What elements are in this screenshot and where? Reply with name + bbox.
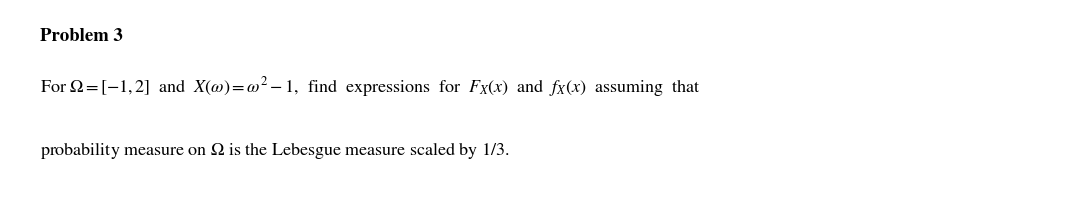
Text: Problem 3: Problem 3: [40, 28, 123, 45]
Text: probability measure on $\Omega$ is the Lebesgue measure scaled by $1/3$.: probability measure on $\Omega$ is the L…: [40, 140, 510, 161]
Text: For $\Omega = [-1,2]$  and  $X(\omega) = \omega^2 - 1$,  find  expressions  for : For $\Omega = [-1,2]$ and $X(\omega) = \…: [40, 75, 700, 99]
